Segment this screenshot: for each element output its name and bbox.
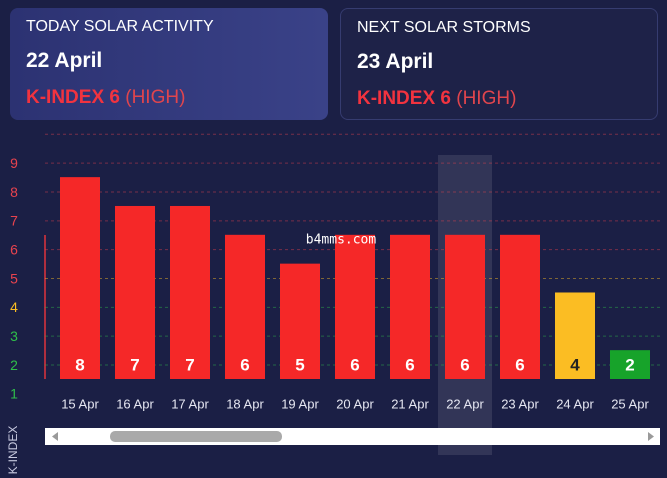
- x-tick-label: 16 Apr: [116, 396, 154, 411]
- card-date: 23 April: [357, 50, 434, 73]
- value-label: 6: [350, 355, 359, 374]
- y-axis-title: K-INDEX: [6, 426, 20, 475]
- y-tick-label: 8: [10, 184, 18, 200]
- bar: [610, 350, 650, 379]
- value-label: 6: [240, 355, 249, 374]
- level: (HIGH): [125, 87, 186, 108]
- bar: [390, 234, 430, 379]
- x-tick-label: 20 Apr: [336, 396, 374, 411]
- value-label: 7: [185, 355, 194, 374]
- x-tick-label: 15 Apr: [61, 396, 99, 411]
- scroll-right[interactable]: [648, 432, 654, 441]
- value-label: 4: [570, 355, 580, 374]
- y-tick-label: 3: [10, 328, 18, 344]
- x-tick-label: 23 Apr: [501, 396, 539, 411]
- value-label: 5: [295, 355, 304, 374]
- x-tick-label: 18 Apr: [226, 396, 264, 411]
- card: NEXT SOLAR STORMS 23 April K-INDEX 6 (HI…: [340, 8, 658, 120]
- bar: [280, 263, 320, 379]
- y-tick-label: 7: [10, 213, 18, 229]
- bar: [60, 177, 100, 379]
- y-tick-label: 1: [10, 386, 18, 402]
- y-tick-label: 5: [10, 270, 18, 286]
- watermark: b4mms.com: [306, 233, 377, 248]
- value-label: 8: [75, 355, 84, 374]
- x-tick-label: 22 Apr: [446, 396, 484, 411]
- bar: [445, 234, 485, 379]
- x-tick-label: 24 Apr: [556, 396, 594, 411]
- y-tick-label: 6: [10, 242, 18, 258]
- card-date: 22 April: [26, 49, 103, 72]
- card-title: TODAY SOLAR ACTIVITY: [26, 18, 214, 35]
- bar: [170, 205, 210, 379]
- x-tick-label: 25 Apr: [611, 396, 649, 411]
- scroll-thumb[interactable]: [110, 431, 282, 442]
- kindex: K-INDEX 6: [26, 87, 120, 108]
- value-label: 6: [515, 355, 524, 374]
- x-tick-label: 17 Apr: [171, 396, 209, 411]
- x-tick-label: 19 Apr: [281, 396, 319, 411]
- y-tick-label: 4: [10, 299, 18, 315]
- value-label: 2: [625, 355, 634, 374]
- y-tick-label: 2: [10, 357, 18, 373]
- card-kindex: K-INDEX 6 (HIGH): [26, 87, 312, 109]
- card: TODAY SOLAR ACTIVITY 22 April K-INDEX 6 …: [10, 8, 328, 120]
- scroll-left[interactable]: [52, 432, 58, 441]
- card-kindex: K-INDEX 6 (HIGH): [357, 88, 641, 110]
- kindex: K-INDEX 6: [357, 88, 451, 109]
- value-label: 6: [460, 355, 469, 374]
- y-tick-label: 9: [10, 155, 18, 171]
- x-tick-label: 21 Apr: [391, 396, 429, 411]
- bar: [500, 234, 540, 379]
- card-title: NEXT SOLAR STORMS: [357, 19, 531, 36]
- value-label: 6: [405, 355, 414, 374]
- bar: [225, 234, 265, 379]
- value-label: 7: [130, 355, 139, 374]
- bar: [115, 205, 155, 379]
- bar: [335, 234, 375, 379]
- level: (HIGH): [456, 88, 517, 109]
- bar: [555, 292, 595, 379]
